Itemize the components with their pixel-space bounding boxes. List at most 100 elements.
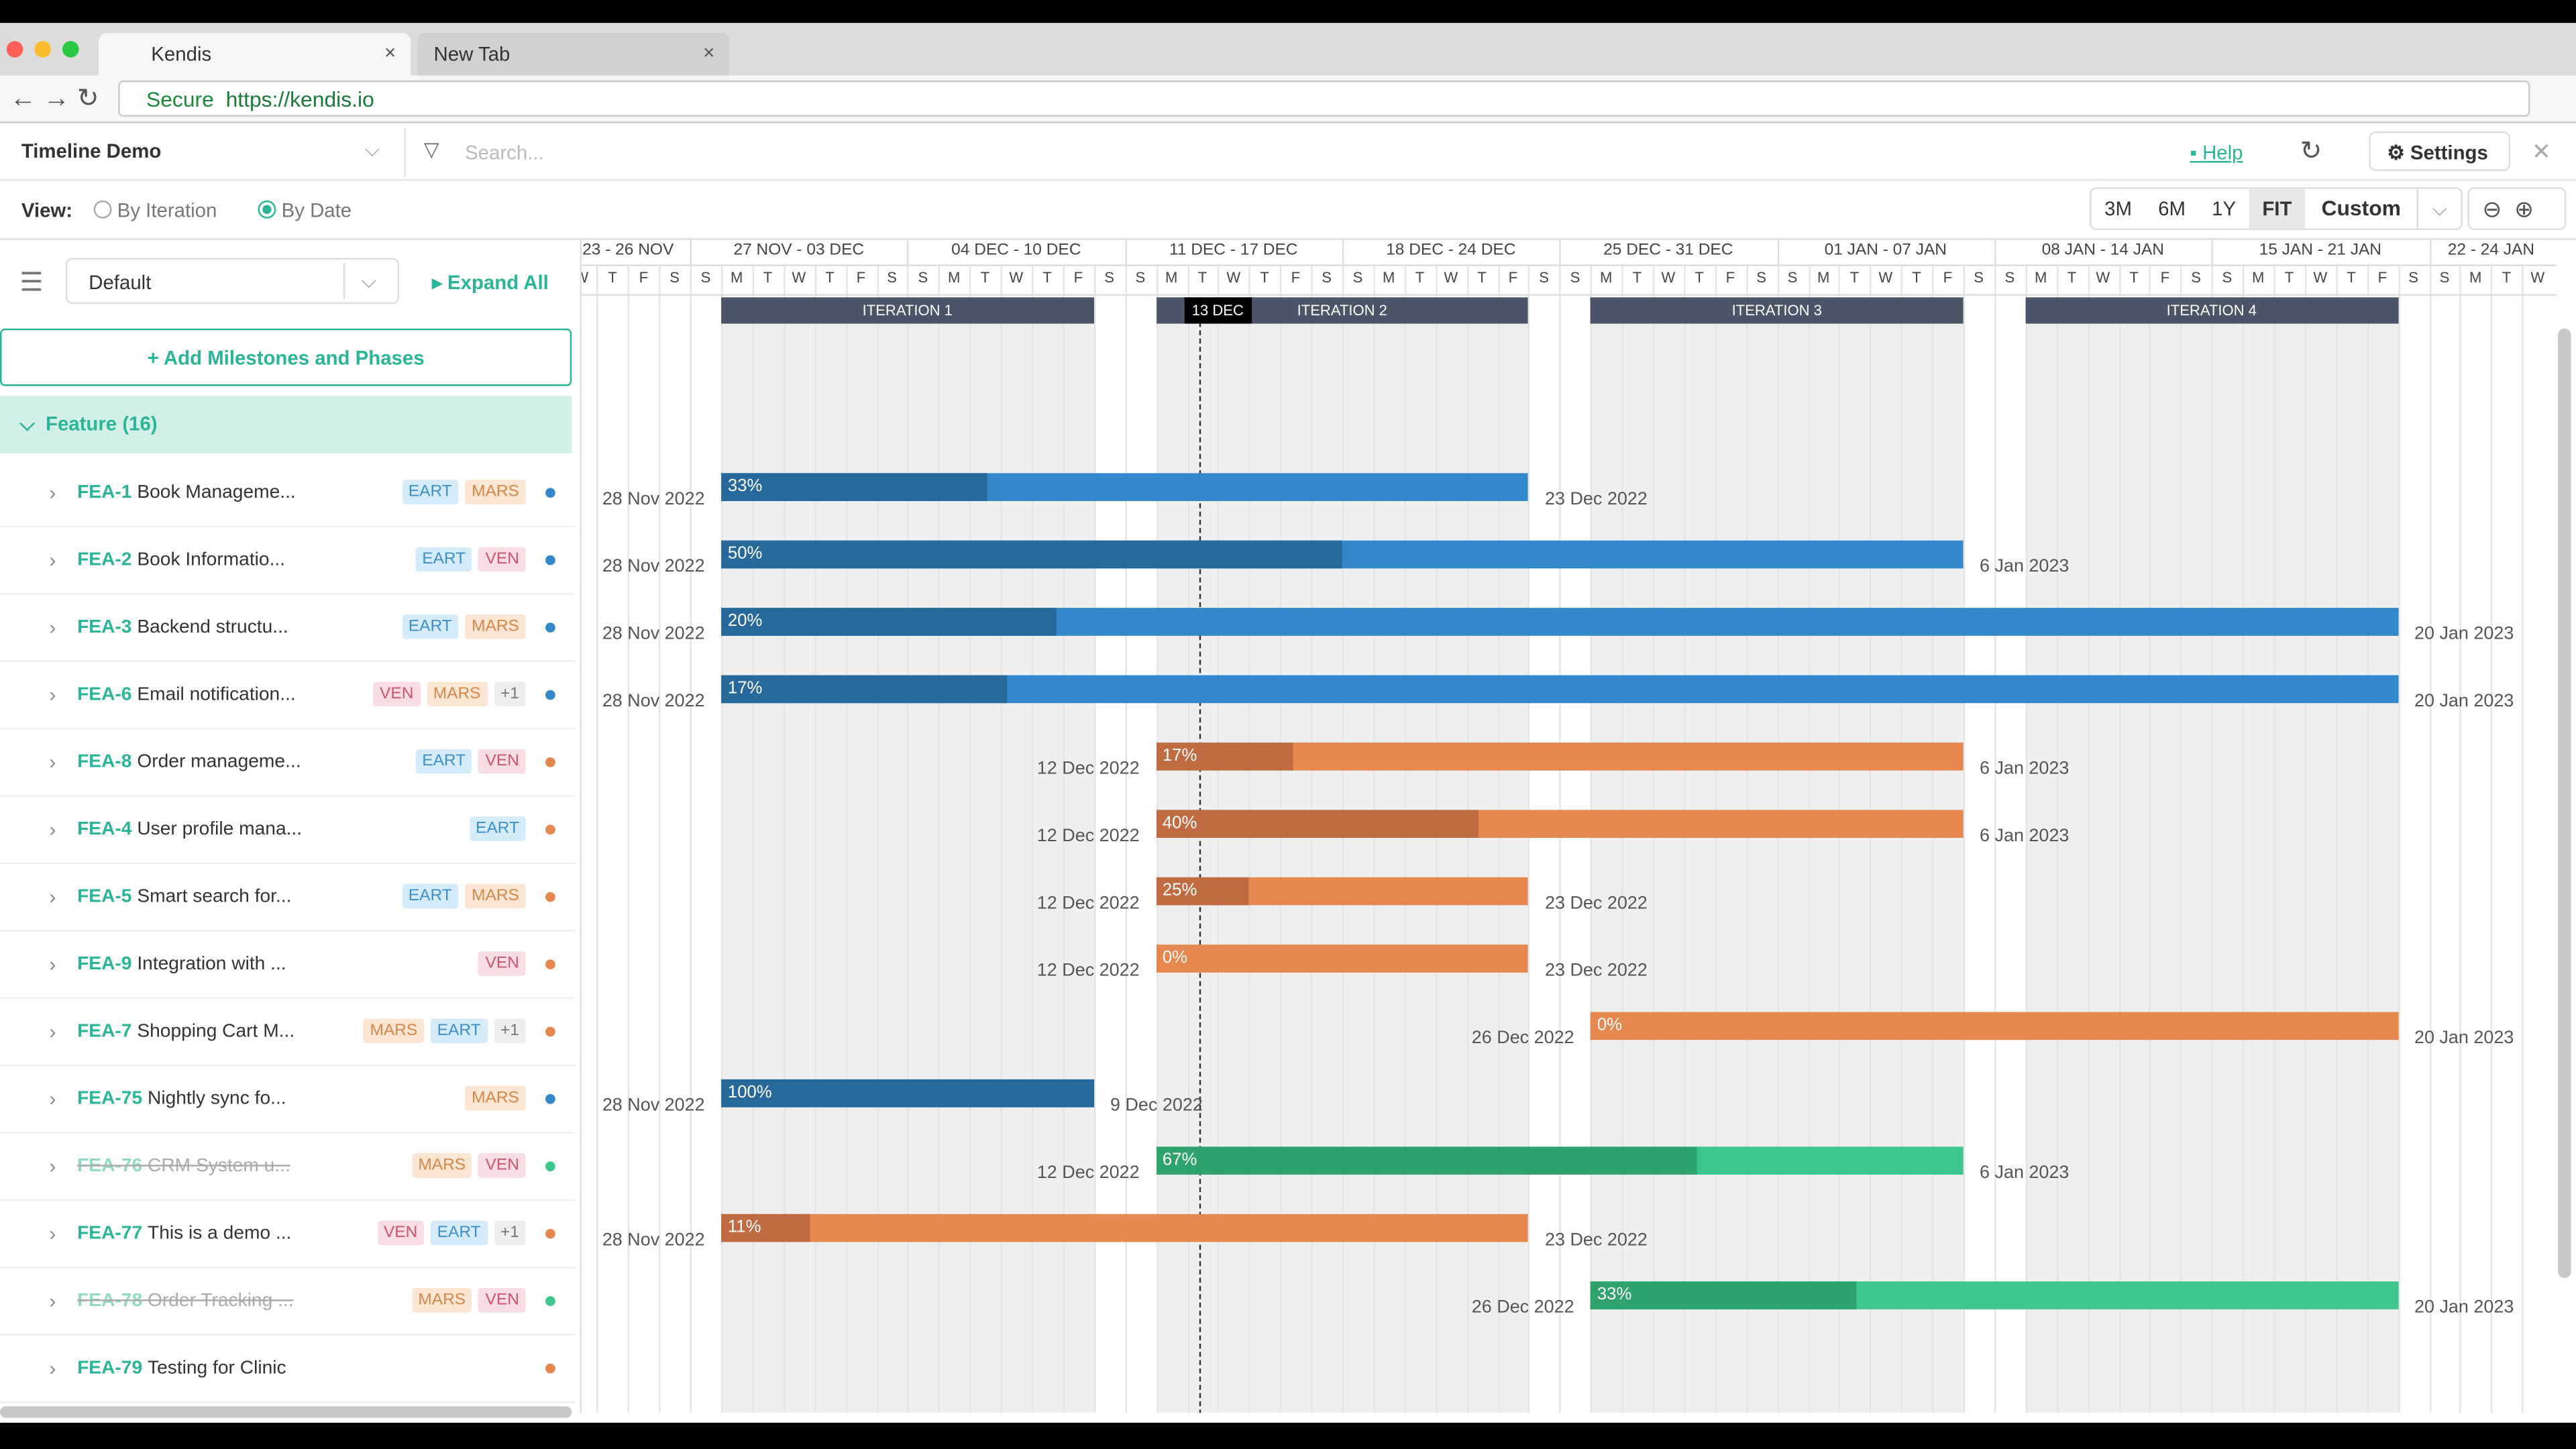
nav-buttons[interactable]: ← → ↻ [9, 85, 99, 113]
row-chevron[interactable]: › [49, 885, 56, 909]
range-button[interactable]: Custom [2321, 195, 2401, 221]
close-button[interactable]: ✕ [2531, 138, 2551, 164]
expand-all[interactable]: ▸ Expand All [432, 271, 549, 294]
bar[interactable]: 0% [1156, 945, 1529, 973]
item-id[interactable]: FEA-9 [77, 954, 132, 975]
bar[interactable]: 33% [1591, 1281, 2398, 1309]
row-chevron[interactable]: › [49, 683, 56, 707]
board-dropdown[interactable]: ⌵ [364, 138, 380, 161]
preset-dropdown[interactable]: Default ⌵ [65, 258, 400, 305]
range-button[interactable]: 1Y [2212, 197, 2237, 221]
item-id[interactable]: FEA-3 [77, 617, 132, 638]
row-label[interactable]: FEA-9 Integration with ... [77, 955, 381, 974]
progress [1591, 1281, 1858, 1309]
start-date: 28 Nov 2022 [602, 557, 705, 577]
tag: MARS [426, 682, 488, 707]
search-input[interactable]: Search... [465, 141, 544, 164]
tab-close[interactable]: × [703, 41, 715, 64]
range-button[interactable]: FIT [2249, 189, 2305, 229]
row-label[interactable]: FEA-7 Shopping Cart M... [77, 1022, 381, 1041]
v-scrollbar[interactable] [2558, 328, 2571, 1279]
row-label[interactable]: FEA-5 Smart search for... [77, 887, 381, 906]
view-option[interactable]: By Date [258, 199, 352, 222]
range-dropdown[interactable]: ⌵ [2417, 189, 2460, 229]
range-button[interactable]: 6M [2158, 197, 2186, 221]
day-label: M [1600, 269, 1613, 286]
item-id[interactable]: FEA-78 [77, 1291, 143, 1311]
row-chevron[interactable]: › [49, 1356, 56, 1381]
filter-icon[interactable]: ▽ [423, 138, 439, 161]
bar[interactable]: 20% [721, 608, 2398, 636]
url: https://kendis.io [225, 87, 374, 112]
bar[interactable]: 33% [721, 473, 1529, 501]
bar[interactable]: 67% [1156, 1146, 1964, 1175]
item-id[interactable]: FEA-8 [77, 752, 132, 773]
group-header[interactable]: ⌵ Feature (16) [0, 396, 572, 453]
range-button[interactable]: 3M [2104, 197, 2132, 221]
row-label[interactable]: FEA-79 Testing for Clinic [77, 1358, 381, 1378]
item-id[interactable]: FEA-6 [77, 685, 132, 705]
row-chevron[interactable]: › [49, 1155, 56, 1178]
item-id[interactable]: FEA-75 [77, 1089, 143, 1110]
row-chevron[interactable]: › [49, 953, 56, 976]
add-milestones-button[interactable]: + Add Milestones and Phases [0, 328, 572, 386]
refresh-button[interactable]: ↻ [2300, 138, 2322, 166]
row-label[interactable]: FEA-75 Nightly sync fo... [77, 1089, 381, 1109]
address-bar[interactable]: Secure https://kendis.io [118, 80, 2530, 117]
zoom-buttons[interactable]: ⊖ ⊕ [2467, 187, 2567, 230]
help-link[interactable]: ▪ Help [2190, 141, 2243, 164]
item-id[interactable]: FEA-76 [77, 1157, 143, 1177]
view-option[interactable]: By Iteration [93, 199, 217, 222]
row-label[interactable]: FEA-76 CRM System u... [77, 1157, 381, 1176]
menu-icon[interactable]: ☰ [19, 269, 44, 298]
bar[interactable]: 17% [721, 675, 2398, 704]
item-id[interactable]: FEA-77 [77, 1224, 143, 1244]
tab-close[interactable]: × [384, 41, 396, 64]
minimize-dot[interactable] [34, 41, 51, 58]
bar[interactable]: 17% [1156, 742, 1964, 771]
bar[interactable]: 40% [1156, 810, 1964, 838]
row-chevron[interactable]: › [49, 818, 56, 841]
row-chevron[interactable]: › [49, 1020, 56, 1044]
row-label[interactable]: FEA-8 Order manageme... [77, 753, 381, 772]
item-id[interactable]: FEA-2 [77, 550, 132, 570]
row-chevron[interactable]: › [49, 1222, 56, 1246]
settings-button[interactable]: ⚙ Settings [2369, 131, 2511, 171]
row-label[interactable]: FEA-78 Order Tracking ... [77, 1291, 381, 1311]
row-separator [0, 525, 576, 528]
item-id[interactable]: FEA-4 [77, 820, 132, 840]
item-id[interactable]: FEA-5 [77, 887, 132, 907]
bar[interactable]: 50% [721, 540, 1964, 569]
close-dot[interactable] [6, 41, 23, 58]
row-label[interactable]: FEA-4 User profile mana... [77, 820, 381, 839]
row-label[interactable]: FEA-77 This is a demo ... [77, 1224, 381, 1243]
item-id[interactable]: FEA-7 [77, 1022, 132, 1042]
bar[interactable]: 25% [1156, 877, 1529, 906]
row-chevron[interactable]: › [49, 548, 56, 572]
row-chevron[interactable]: › [49, 1087, 56, 1111]
row-label[interactable]: FEA-1 Book Manageme... [77, 483, 381, 502]
item-id[interactable]: FEA-1 [77, 483, 132, 503]
maximize-dot[interactable] [62, 41, 79, 58]
day-grid-line [1839, 266, 1841, 1413]
h-scrollbar[interactable] [0, 1406, 572, 1418]
row-chevron[interactable]: › [49, 481, 56, 504]
row-label[interactable]: FEA-3 Backend structu... [77, 618, 381, 637]
board-name[interactable]: Timeline Demo [21, 140, 162, 163]
tab-active[interactable]: Kendis × [98, 32, 411, 76]
tag: MARS [411, 1153, 472, 1178]
row-label[interactable]: FEA-2 Book Informatio... [77, 550, 381, 570]
tab[interactable]: New Tab × [417, 32, 730, 76]
row-chevron[interactable]: › [49, 751, 56, 774]
row-label[interactable]: FEA-6 Email notification... [77, 685, 381, 704]
day-grid-line [1342, 266, 1344, 1413]
day-grid-line [1900, 266, 1903, 1413]
item-id[interactable]: FEA-79 [77, 1358, 143, 1379]
bar[interactable]: 0% [1591, 1012, 2398, 1040]
bar[interactable]: 100% [721, 1079, 1094, 1108]
day-grid-line [1124, 266, 1127, 1413]
row-chevron[interactable]: › [49, 616, 56, 639]
start-date: 12 Dec 2022 [1036, 759, 1140, 779]
row-chevron[interactable]: › [49, 1289, 56, 1313]
bar[interactable]: 11% [721, 1214, 1529, 1242]
